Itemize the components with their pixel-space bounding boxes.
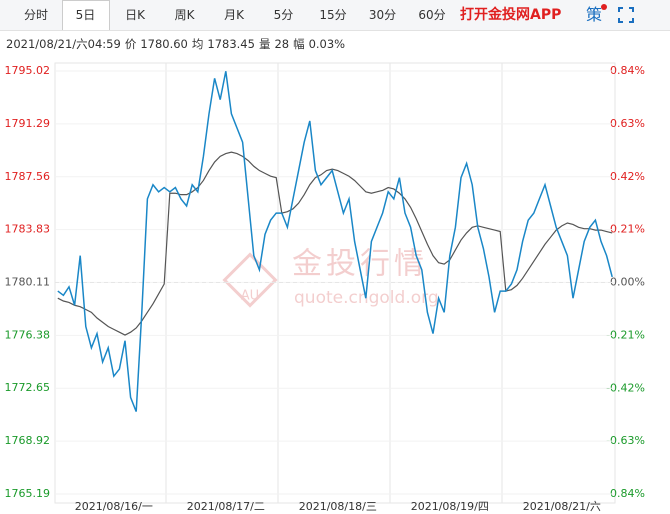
series-line: [57, 71, 613, 412]
y2-tick-label: 0.21%: [610, 223, 645, 236]
watermark: AU 金投行情 quote.cngold.org: [222, 247, 439, 308]
tab[interactable]: 分时: [23, 8, 48, 22]
y2-tick-label: -0.21%: [606, 328, 645, 341]
y2-tick-label: 0.63%: [610, 117, 645, 130]
info-item: 1783.45: [207, 37, 255, 51]
y2-tick-label: -0.63%: [606, 434, 645, 447]
tab-bar: 分时 5日 日K 周K 月K 5分 15分 30分 60分: [0, 0, 670, 31]
y-tick-label: 1783.83: [5, 223, 51, 236]
y2-tick-label: -0.42%: [606, 381, 645, 394]
info-item: 均: [191, 37, 204, 51]
strategy-button[interactable]: 策: [586, 5, 603, 24]
info-item: 28: [274, 37, 290, 51]
info-item: 2021/08/21/六04:59: [6, 37, 121, 51]
y-tick-label: 1776.38: [5, 328, 51, 341]
info-item: 量: [258, 37, 271, 51]
y2-tick-label: -0.84%: [606, 487, 645, 500]
tab[interactable]: 5日: [61, 0, 110, 30]
info-item: 幅: [293, 37, 305, 51]
tab[interactable]: 月K: [224, 8, 244, 22]
y-tick-label: 1772.65: [5, 381, 51, 394]
x-tick-label: 2021/08/21/六: [523, 500, 601, 513]
series-line: [57, 151, 613, 336]
y-tick-label: 1791.29: [5, 117, 51, 130]
app-link[interactable]: 打开金投网APP: [460, 7, 562, 23]
y2-tick-label: 0.00%: [610, 276, 645, 289]
y-tick-label: 1787.56: [5, 170, 51, 183]
x-tick-label: 2021/08/17/二: [187, 500, 265, 513]
y-tick-label: 1795.02: [5, 64, 51, 77]
fullscreen-button[interactable]: [618, 7, 634, 23]
x-tick-label: 2021/08/16/一: [75, 500, 153, 513]
watermark-title: 金投行情: [292, 247, 428, 282]
tab[interactable]: 日K: [125, 8, 145, 22]
tab[interactable]: 15分: [319, 8, 347, 22]
info-item: 价: [124, 37, 137, 51]
tab[interactable]: 60分: [418, 8, 446, 22]
y2-tick-label: 0.42%: [610, 170, 645, 183]
info-line: 2021/08/21/六04:59 价 1780.60 均 1783.45 量 28 幅 0.0…: [6, 36, 349, 52]
y2-tick-label: 0.84%: [610, 64, 645, 77]
info-item: 1780.60: [140, 37, 188, 51]
watermark-badge: AU: [241, 289, 259, 304]
y-tick-label: 1768.92: [5, 434, 51, 447]
x-tick-label: 2021/08/18/三: [299, 500, 377, 513]
x-tick-label: 2021/08/19/四: [411, 500, 489, 513]
tab[interactable]: 30分: [368, 8, 397, 22]
y-tick-label: 1780.11: [5, 275, 51, 288]
notice-dot: [601, 4, 607, 10]
tab[interactable]: 周K: [174, 8, 195, 22]
y-tick-label: 1765.19: [5, 487, 51, 500]
watermark-logo: [222, 252, 278, 308]
tab[interactable]: 5分: [273, 8, 294, 22]
info-item: 0.03%: [308, 37, 346, 51]
